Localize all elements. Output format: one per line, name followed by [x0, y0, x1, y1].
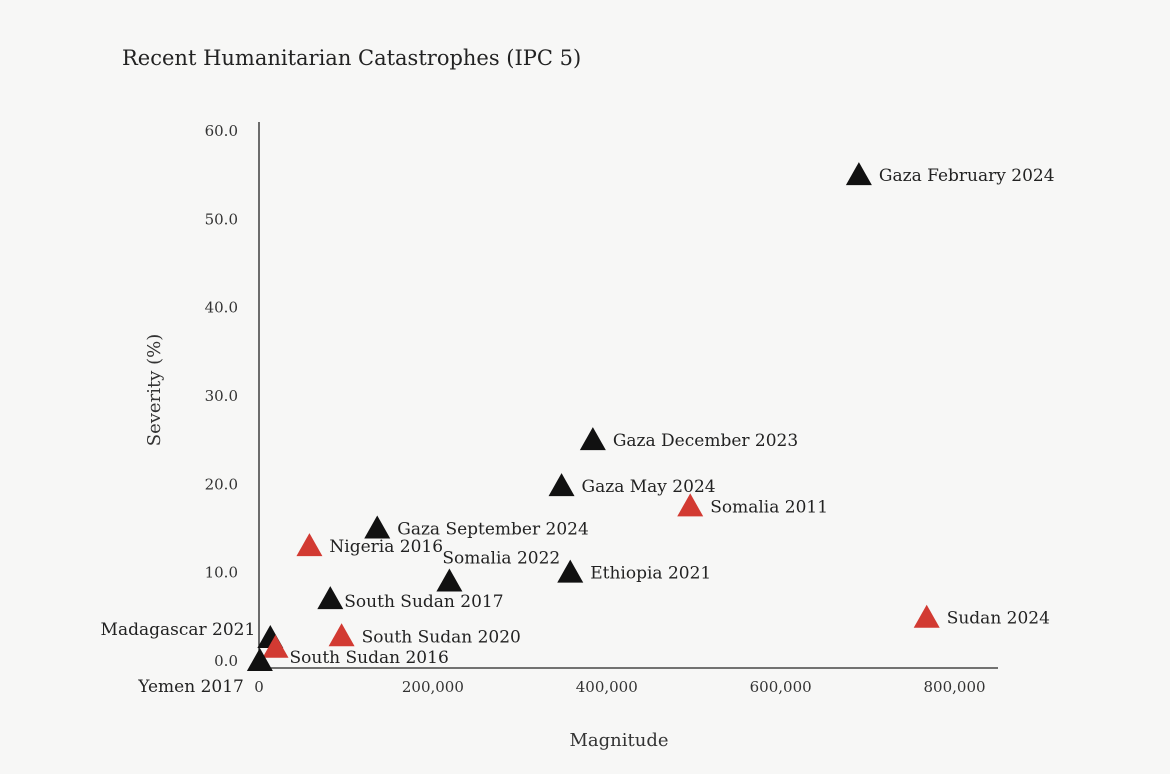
y-tick-labels: 0.0 10.0 20.0 30.0 40.0 50.0 60.0	[205, 122, 238, 670]
point-label: South Sudan 2017	[344, 592, 503, 612]
triangle-marker	[296, 533, 323, 557]
point-label: Gaza December 2023	[613, 431, 798, 451]
chart-title: Recent Humanitarian Catastrophes (IPC 5)	[122, 46, 581, 70]
point-label: Ethiopia 2021	[590, 564, 711, 584]
triangle-marker	[579, 427, 606, 451]
point-label: Somalia 2011	[710, 497, 828, 517]
y-axis-label: Severity (%)	[144, 334, 165, 446]
triangle-marker	[317, 586, 344, 610]
y-tick-label: 10.0	[205, 564, 238, 582]
x-axis-label: Magnitude	[569, 730, 668, 751]
y-tick-label: 40.0	[205, 299, 238, 317]
x-tick-label: 800,000	[924, 678, 986, 696]
point-label: South Sudan 2020	[362, 627, 521, 647]
point-label: Gaza February 2024	[879, 166, 1055, 186]
point-label: Gaza May 2024	[582, 477, 716, 497]
triangle-marker	[557, 559, 584, 583]
triangle-marker	[328, 623, 355, 647]
triangle-marker	[364, 515, 391, 539]
y-tick-label: 60.0	[205, 122, 238, 140]
triangle-marker	[436, 568, 463, 592]
x-tick-labels: 0 200,000 400,000 600,000 800,000	[254, 678, 985, 696]
triangle-marker	[913, 604, 940, 628]
point-label: Gaza September 2024	[397, 520, 589, 540]
triangle-marker	[677, 493, 704, 517]
triangle-marker	[262, 634, 289, 658]
x-tick-label: 400,000	[576, 678, 638, 696]
point-label: Madagascar 2021	[101, 620, 256, 640]
x-tick-label: 200,000	[402, 678, 464, 696]
triangle-marker	[548, 473, 575, 497]
point-label: Nigeria 2016	[329, 537, 443, 557]
triangle-marker	[246, 648, 273, 671]
y-tick-label: 20.0	[205, 475, 238, 493]
x-tick-label: 600,000	[750, 678, 812, 696]
y-tick-label: 30.0	[205, 387, 238, 405]
point-label: South Sudan 2016	[290, 648, 449, 668]
x-tick-label: 0	[254, 678, 264, 696]
point-label: Sudan 2024	[947, 609, 1050, 629]
axes	[258, 122, 998, 669]
y-tick-label: 50.0	[205, 210, 238, 228]
point-label: Yemen 2017	[137, 677, 244, 697]
y-tick-label: 0.0	[214, 652, 238, 670]
data-points: Gaza February 2024 Gaza December 2023 Gaza…	[101, 162, 1055, 697]
triangle-marker	[845, 162, 872, 186]
point-label: Somalia 2022	[442, 549, 560, 569]
